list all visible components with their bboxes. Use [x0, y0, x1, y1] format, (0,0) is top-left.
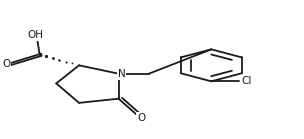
- Text: O: O: [2, 59, 10, 69]
- Text: N: N: [118, 69, 126, 79]
- Text: O: O: [137, 113, 146, 123]
- Text: Cl: Cl: [241, 76, 251, 86]
- Text: OH: OH: [27, 30, 43, 40]
